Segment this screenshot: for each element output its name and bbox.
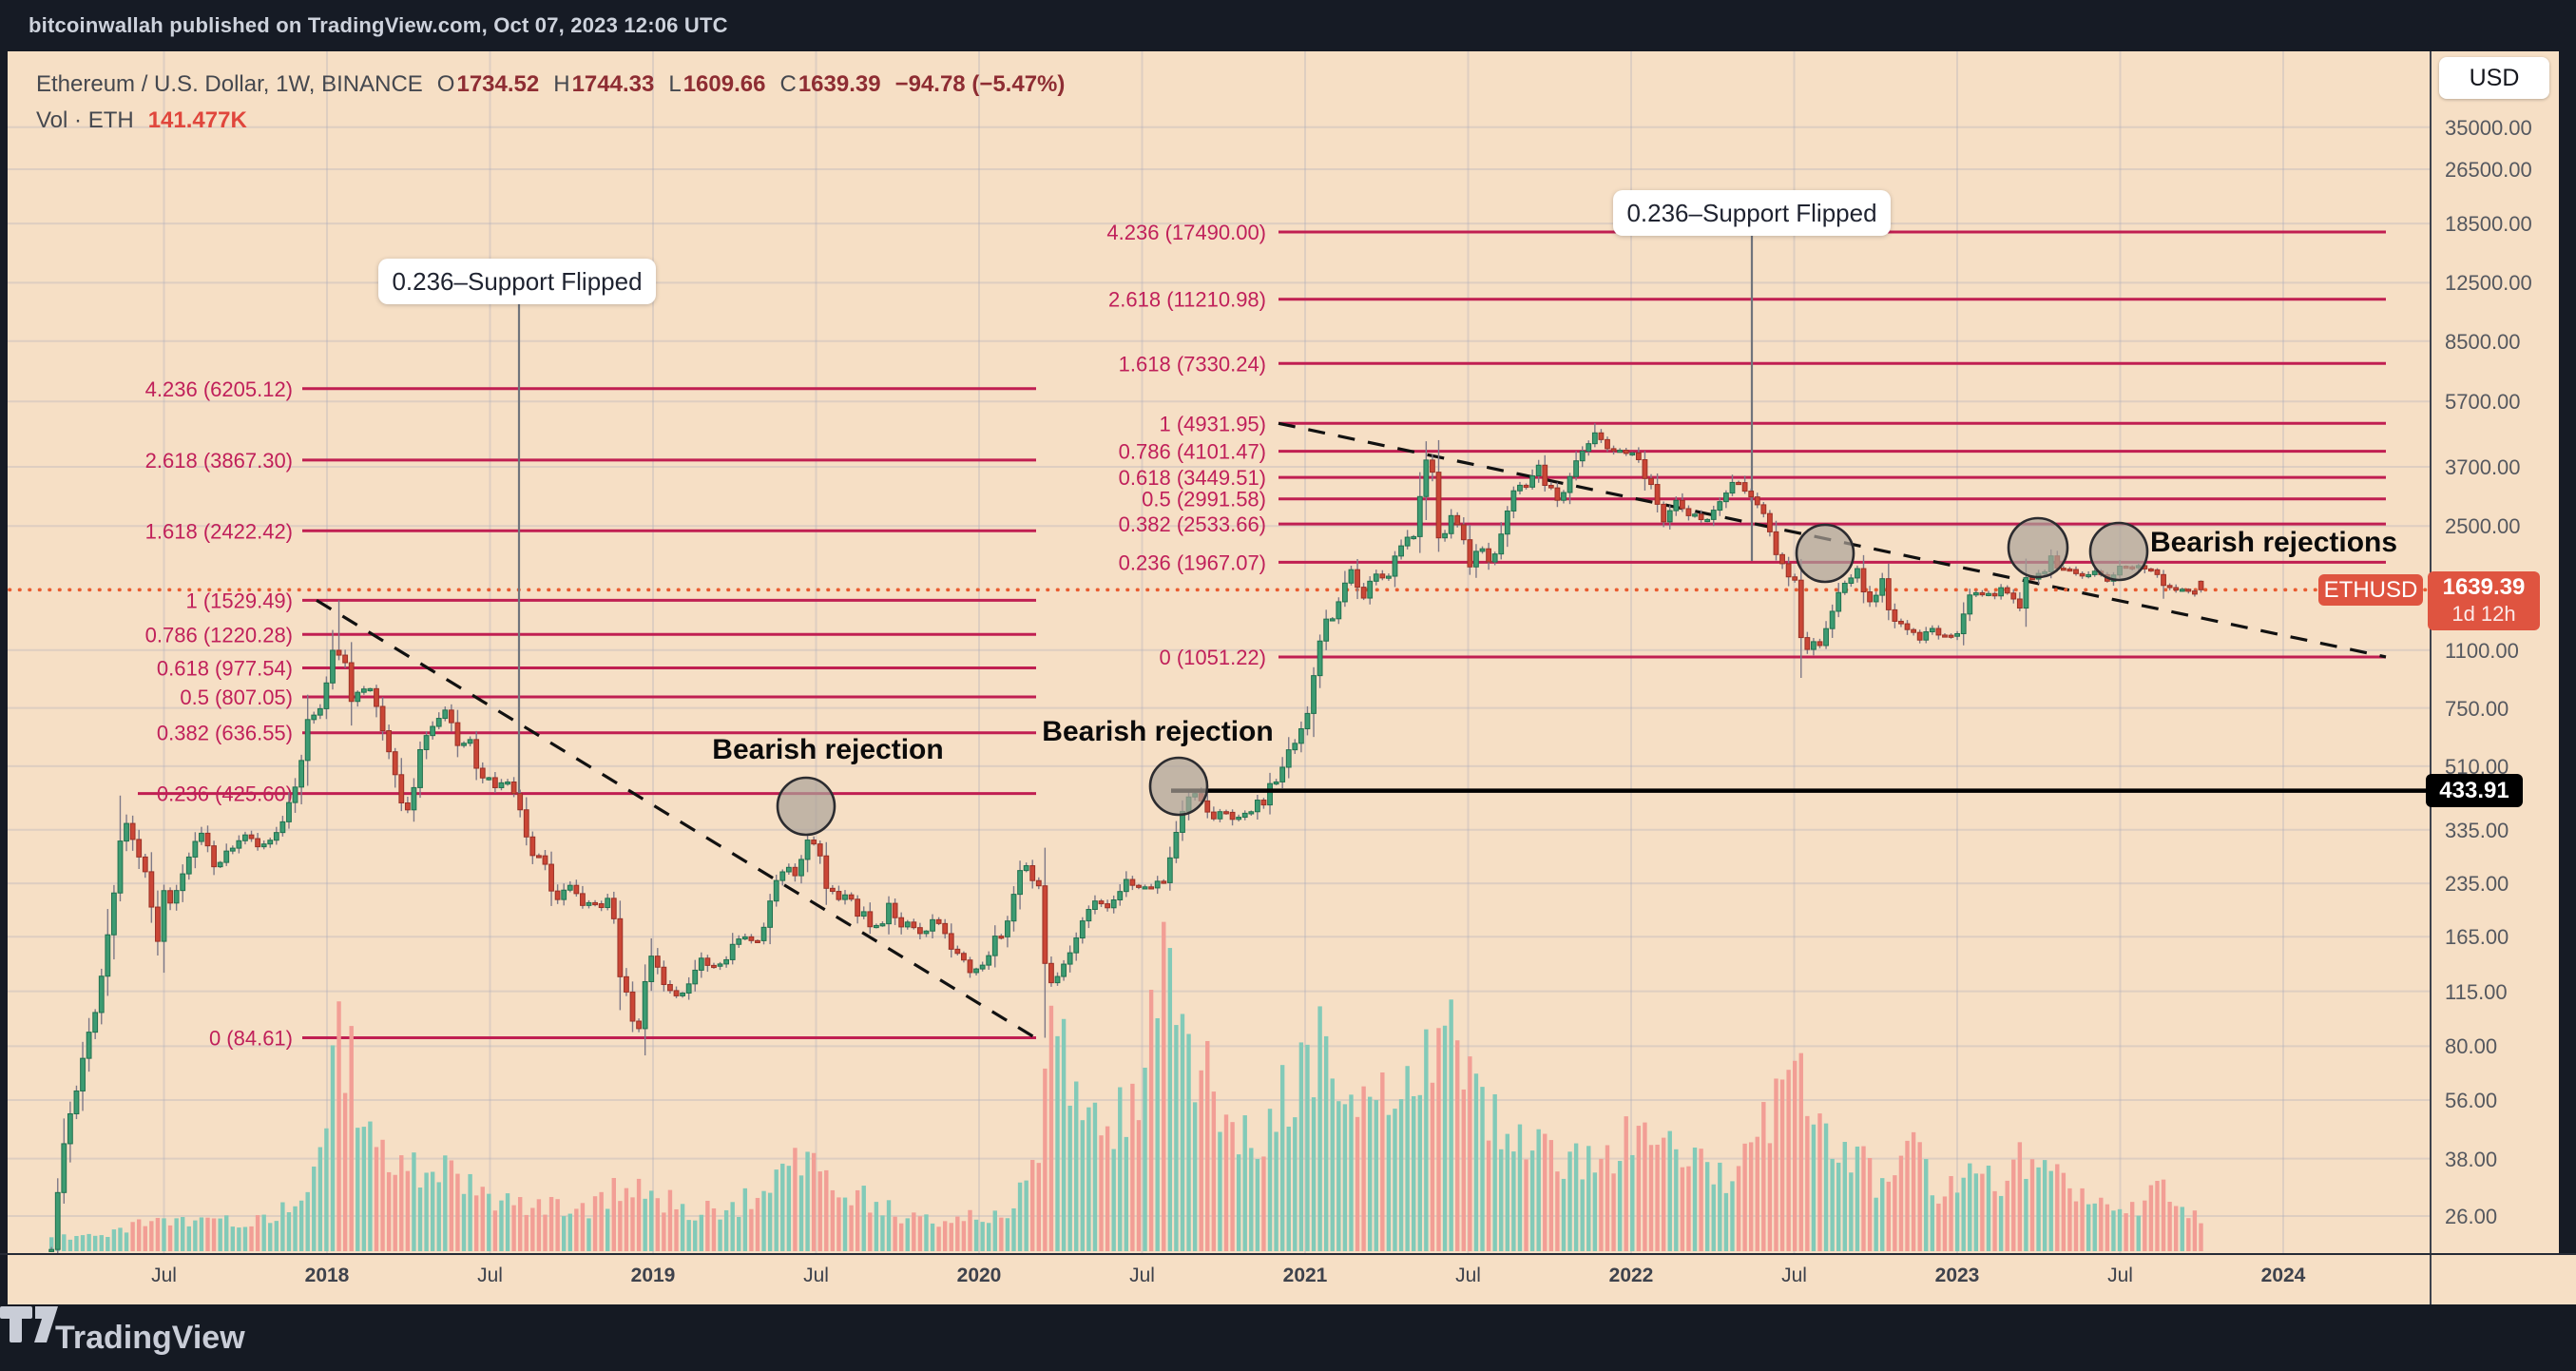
price-axis-label: 38.00 [2445, 1147, 2498, 1171]
ohlc-close: C1639.39 [779, 70, 881, 97]
price-axis-label: 3700.00 [2445, 454, 2521, 479]
time-axis-label: 2024 [2260, 1265, 2306, 1286]
time-axis-label: 2021 [1282, 1265, 1328, 1286]
rejection-circles [776, 516, 2149, 837]
svg-text:2.618 (3867.30): 2.618 (3867.30) [145, 449, 293, 473]
price-axis-label: 80.00 [2445, 1034, 2498, 1059]
tradingview-logo[interactable]: TradingView [0, 1306, 245, 1357]
svg-text:0.236 (1967.07): 0.236 (1967.07) [1119, 550, 1266, 574]
bearish-rejection-label-1: Bearish rejection [712, 734, 944, 765]
ohlc-low: L1609.66 [668, 70, 766, 97]
last-price: 1639.39 [2442, 574, 2526, 600]
left-border [0, 51, 8, 1304]
time-axis-label: 2020 [956, 1265, 1002, 1286]
svg-text:4.236 (17490.00): 4.236 (17490.00) [1106, 221, 1266, 244]
svg-text:0.382 (2533.66): 0.382 (2533.66) [1119, 512, 1266, 536]
price-axis-label: 18500.00 [2445, 212, 2532, 237]
publish-bar: bitcoinwallah published on TradingView.c… [0, 0, 2576, 51]
svg-text:0.786 (1220.28): 0.786 (1220.28) [145, 623, 293, 647]
svg-text:0.236 (425.60): 0.236 (425.60) [157, 782, 293, 806]
price-axis-label: 5700.00 [2445, 390, 2521, 415]
svg-text:0.618 (977.54): 0.618 (977.54) [157, 657, 293, 681]
bar-countdown: 1d 12h [2451, 602, 2516, 626]
svg-text:0 (84.61): 0 (84.61) [209, 1026, 293, 1050]
price-axis-label: 26500.00 [2445, 158, 2532, 182]
price-axis-label: 2500.00 [2445, 514, 2521, 539]
ohlc-high: H1744.33 [553, 70, 655, 97]
svg-text:0.618 (3449.51): 0.618 (3449.51) [1119, 466, 1266, 490]
price-axis-label: 115.00 [2445, 979, 2508, 1004]
price-axis-label: 35000.00 [2445, 115, 2532, 140]
time-axis-label: 2023 [1934, 1265, 1980, 1286]
svg-text:1 (1529.49): 1 (1529.49) [185, 589, 293, 612]
currency-usd-button[interactable]: USD [2439, 57, 2549, 99]
volume-label: Vol · ETH [36, 106, 134, 133]
price-axis-label: 235.00 [2445, 872, 2509, 897]
svg-text:2.618 (11210.98): 2.618 (11210.98) [1108, 288, 1266, 312]
support-flipped-annotation-2[interactable]: 0.236–Support Flipped [1613, 190, 1891, 236]
price-axis-label: 12500.00 [2445, 271, 2532, 296]
time-axis-label: 2022 [1608, 1265, 1654, 1286]
price-axis-label: 56.00 [2445, 1089, 2498, 1113]
time-axis-label: Jul [1781, 1265, 1807, 1286]
svg-text:0.786 (4101.47): 0.786 (4101.47) [1119, 440, 1266, 464]
bearish-rejection-label-2: Bearish rejection [1042, 716, 1274, 747]
svg-text:0.5 (2991.58): 0.5 (2991.58) [1142, 488, 1266, 512]
volume-value: 141.477K [147, 106, 247, 133]
ohlc-open: O1734.52 [436, 70, 540, 97]
svg-text:1.618 (2422.42): 1.618 (2422.42) [145, 519, 293, 543]
svg-text:0.382 (636.55): 0.382 (636.55) [157, 722, 293, 745]
grid-lines [8, 51, 2430, 1253]
last-price-tag: 1639.39 1d 12h [2428, 571, 2540, 630]
time-axis-label: 2018 [304, 1265, 350, 1286]
change-value: −94.78 (−5.47%) [894, 70, 1066, 97]
tradingview-logo-icon [0, 1306, 58, 1342]
price-axis-label: 1100.00 [2445, 638, 2519, 663]
svg-text:1 (4931.95): 1 (4931.95) [1159, 412, 1266, 435]
price-axis-label: 8500.00 [2445, 329, 2521, 354]
footer-bar: TradingView [0, 1304, 2576, 1371]
time-axis-label: Jul [2107, 1265, 2133, 1286]
price-axis-label: 26.00 [2445, 1205, 2498, 1228]
time-axis-label: Jul [1455, 1265, 1481, 1286]
svg-text:4.236 (6205.12): 4.236 (6205.12) [145, 377, 293, 401]
support-flipped-annotation-1[interactable]: 0.236–Support Flipped [378, 259, 656, 304]
price-axis-label: 750.00 [2445, 696, 2509, 721]
time-axis-label: Jul [1129, 1265, 1155, 1286]
volume-bars [48, 921, 2203, 1251]
svg-text:0 (1051.22): 0 (1051.22) [1159, 646, 1266, 669]
right-border [2559, 51, 2576, 1253]
tradingview-brand-text: TradingView [55, 1319, 245, 1356]
candles [48, 423, 2204, 1253]
svg-text:0.5 (807.05): 0.5 (807.05) [180, 686, 293, 709]
symbol-title: Ethereum / U.S. Dollar, 1W, BINANCE [36, 70, 423, 97]
time-scale-separator [0, 1253, 2576, 1255]
support-price-tag: 433.91 [2426, 774, 2523, 807]
price-axis-label: 335.00 [2445, 818, 2509, 842]
symbol-legend: Ethereum / U.S. Dollar, 1W, BINANCE O173… [36, 68, 1065, 136]
time-axis-label: 2019 [630, 1265, 676, 1286]
annotation-vlines [517, 236, 1754, 795]
price-axis-label: 165.00 [2445, 925, 2509, 950]
svg-text:1.618 (7330.24): 1.618 (7330.24) [1119, 352, 1266, 376]
time-axis-label: Jul [151, 1265, 177, 1286]
symbol-price-flag: ETHUSD [2318, 574, 2423, 606]
time-axis-label: Jul [477, 1265, 503, 1286]
publish-bar-text: bitcoinwallah published on TradingView.c… [29, 13, 728, 37]
price-scale-separator [2430, 51, 2432, 1304]
time-axis-label: Jul [803, 1265, 829, 1286]
fibonacci-retracements: 4.236 (6205.12) 2.618 (3867.30) 1.618 (242… [138, 221, 2387, 1050]
bearish-rejections-label: Bearish rejections [2149, 527, 2398, 558]
